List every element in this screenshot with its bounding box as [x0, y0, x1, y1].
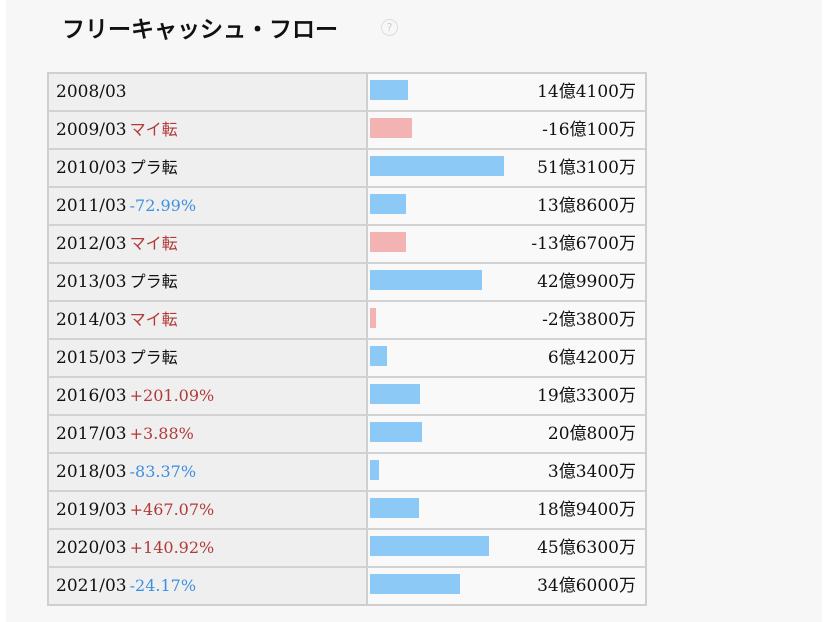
period: 2011/03	[56, 196, 127, 216]
change-label: プラ転	[129, 272, 178, 291]
change-label: プラ転	[129, 348, 178, 367]
change-label: マイ転	[129, 310, 178, 329]
period: 2019/03	[56, 500, 127, 520]
period: 2012/03	[56, 234, 127, 254]
change-label: プラ転	[129, 158, 178, 177]
table-row: 2013/03 プラ転 42億9900万	[49, 262, 645, 300]
period: 2017/03	[56, 424, 127, 444]
period: 2010/03	[56, 158, 127, 178]
period-cell: 2021/03 -24.17%	[49, 568, 368, 604]
value-label: -2億3800万	[542, 310, 636, 330]
change-label: +140.92%	[129, 538, 215, 557]
value-bar	[370, 460, 379, 480]
period: 2008/03	[56, 82, 127, 102]
table-row: 2008/03 14億4100万	[49, 74, 645, 110]
period: 2009/03	[56, 120, 127, 140]
section-title: フリーキャッシュ・フロー	[62, 16, 338, 43]
value-bar	[370, 156, 504, 176]
value-label: 42億9900万	[537, 272, 636, 292]
period: 2015/03	[56, 348, 127, 368]
table-row: 2009/03 マイ転 -16億100万	[49, 110, 645, 148]
value-label: -16億100万	[542, 120, 636, 140]
value-label: 19億3300万	[537, 386, 636, 406]
cash-flow-table: 2008/03 14億4100万 2009/03 マイ転 -16億100万 2010/03…	[47, 72, 647, 606]
period-cell: 2017/03 +3.88%	[49, 416, 368, 452]
value-label: 14億4100万	[537, 82, 636, 102]
table-row: 2021/03 -24.17% 34億6000万	[49, 566, 645, 604]
table-row: 2017/03 +3.88% 20億800万	[49, 414, 645, 452]
value-bar	[370, 270, 483, 290]
period-cell: 2015/03 プラ転	[49, 340, 368, 376]
period-cell: 2009/03 マイ転	[49, 112, 368, 148]
change-label: -24.17%	[129, 576, 197, 595]
period-cell: 2018/03 -83.37%	[49, 454, 368, 490]
change-label: +467.07%	[129, 500, 215, 519]
value-bar	[370, 498, 420, 518]
period: 2014/03	[56, 310, 127, 330]
period-cell: 2010/03 プラ転	[49, 150, 368, 186]
table-row: 2015/03 プラ転 6億4200万	[49, 338, 645, 376]
value-bar	[370, 232, 406, 252]
value-label: 13億8600万	[537, 196, 636, 216]
period: 2013/03	[56, 272, 127, 292]
value-bar	[370, 536, 490, 556]
period: 2020/03	[56, 538, 127, 558]
period: 2016/03	[56, 386, 127, 406]
value-label: 3億3400万	[547, 462, 636, 482]
value-bar	[370, 308, 377, 328]
value-label: 45億6300万	[537, 538, 636, 558]
change-label: マイ転	[129, 234, 178, 253]
period-cell: 2014/03 マイ転	[49, 302, 368, 338]
value-label: 18億9400万	[537, 500, 636, 520]
table-row: 2011/03 -72.99% 13億8600万	[49, 186, 645, 224]
value-bar	[370, 194, 407, 214]
table-row: 2020/03 +140.92% 45億6300万	[49, 528, 645, 566]
period-cell: 2019/03 +467.07%	[49, 492, 368, 528]
panel: フリーキャッシュ・フロー ? 2008/03 14億4100万 2009/03 マイ転…	[6, 0, 822, 622]
value-label: 20億800万	[547, 424, 636, 444]
change-label: -83.37%	[129, 462, 197, 481]
table-row: 2010/03 プラ転 51億3100万	[49, 148, 645, 186]
value-label: 51億3100万	[537, 158, 636, 178]
value-bar	[370, 80, 408, 100]
change-label: マイ転	[129, 120, 178, 139]
period-cell: 2008/03	[49, 74, 368, 110]
value-bar	[370, 422, 423, 442]
value-bar	[370, 384, 421, 404]
period: 2021/03	[56, 576, 127, 596]
help-icon[interactable]: ?	[381, 19, 398, 36]
table-row: 2012/03 マイ転 -13億6700万	[49, 224, 645, 262]
change-label: +201.09%	[129, 386, 215, 405]
period-cell: 2011/03 -72.99%	[49, 188, 368, 224]
change-label: -72.99%	[129, 196, 197, 215]
value-label: 34億6000万	[537, 576, 636, 596]
period-cell: 2012/03 マイ転	[49, 226, 368, 262]
period-cell: 2013/03 プラ転	[49, 264, 368, 300]
period-cell: 2020/03 +140.92%	[49, 530, 368, 566]
change-label: +3.88%	[129, 424, 194, 443]
value-bar	[370, 346, 387, 366]
value-bar	[370, 574, 461, 594]
table-row: 2016/03 +201.09% 19億3300万	[49, 376, 645, 414]
table-row: 2018/03 -83.37% 3億3400万	[49, 452, 645, 490]
value-label: -13億6700万	[531, 234, 636, 254]
table-row: 2014/03 マイ転 -2億3800万	[49, 300, 645, 338]
period-cell: 2016/03 +201.09%	[49, 378, 368, 414]
value-label: 6億4200万	[547, 348, 636, 368]
table-row: 2019/03 +467.07% 18億9400万	[49, 490, 645, 528]
value-bar	[370, 118, 412, 138]
period: 2018/03	[56, 462, 127, 482]
